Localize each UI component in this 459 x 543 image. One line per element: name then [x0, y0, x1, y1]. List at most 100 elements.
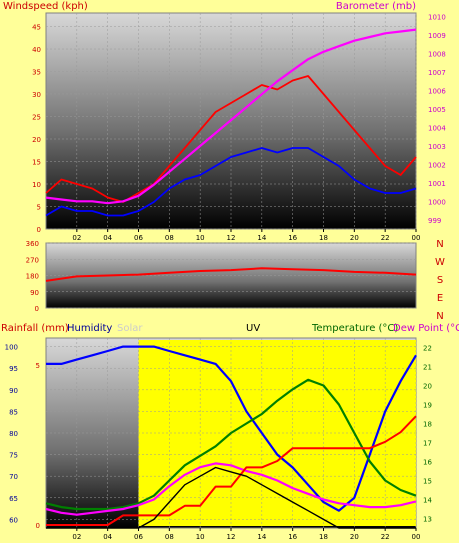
barometer-y-label: 1002	[428, 161, 446, 169]
temperature-y-label: 17	[423, 440, 432, 448]
climate-x-ticks: 02 04 06 08 10 12 14 16 18 20 22 00	[72, 528, 420, 541]
wind-y-label: 0	[37, 226, 41, 234]
dewpoint-line	[45, 462, 417, 516]
uv-line	[46, 466, 416, 529]
x-tick-label: 00	[412, 234, 421, 242]
x-tick-label: 04	[103, 533, 112, 541]
compass-label: E	[437, 293, 443, 304]
x-tick-label: 18	[319, 234, 328, 242]
temperature-y-label: 16	[423, 459, 432, 467]
compass-label: N	[436, 311, 443, 322]
humidity-y-label: 95	[9, 365, 18, 373]
humidity-y-label: 60	[9, 516, 18, 524]
wind-y-label: 45	[32, 24, 41, 32]
barometer-y-label: 1003	[428, 143, 446, 151]
barometer-y-label: 1007	[428, 69, 446, 77]
x-tick-label: 06	[134, 234, 143, 242]
wind-y-label: 10	[32, 181, 41, 189]
x-tick-label: 06	[134, 533, 143, 541]
compass-label: N	[436, 239, 443, 250]
barometer-y-label: 1008	[428, 51, 446, 59]
humidity-y-label: 65	[9, 495, 18, 503]
humidity-y-label: 70	[9, 473, 18, 481]
wind-y-label: 40	[32, 46, 41, 54]
wind-series	[45, 28, 417, 217]
direction-y-ticks: 0 90 180 270 360	[26, 240, 39, 313]
direction-line	[45, 267, 417, 282]
x-tick-label: 14	[257, 234, 266, 242]
windspeed-axis-label: Windspeed (kph)	[3, 1, 88, 12]
x-tick-label: 04	[103, 234, 112, 242]
humidity-y-ticks: 60 65 70 75 80 85 90 95 100	[5, 344, 18, 525]
x-tick-label: 14	[257, 533, 266, 541]
temperature-y-label: 22	[423, 345, 432, 353]
humidity-y-label: 100	[5, 344, 18, 352]
temperature-y-label: 13	[423, 516, 432, 524]
humidity-line	[46, 345, 417, 512]
wind-y-label: 35	[32, 69, 41, 77]
barometer-y-label: 1004	[428, 124, 446, 132]
direction-y-label: 180	[26, 273, 39, 281]
wind-y-label: 25	[32, 114, 41, 122]
wind-x-ticks: 02 04 06 08 10 12 14 16 18 20 22 00	[72, 229, 420, 242]
x-tick-label: 22	[381, 234, 390, 242]
direction-y-label: 360	[26, 240, 39, 248]
temperature-y-label: 14	[423, 497, 432, 505]
wind-y-label: 20	[32, 136, 41, 144]
x-tick-label: 20	[350, 234, 359, 242]
rain-y-ticks: 05	[36, 362, 40, 530]
barometer-axis-label: Barometer (mb)	[336, 1, 416, 12]
barometer-y-label: 1010	[428, 14, 446, 22]
x-tick-label: 08	[165, 234, 174, 242]
x-tick-label: 00	[412, 533, 421, 541]
temperature-y-label: 20	[423, 383, 432, 391]
solar-axis-label: Solar	[117, 323, 143, 334]
humidity-y-label: 85	[9, 408, 18, 416]
temperature-y-label: 21	[423, 364, 432, 372]
humidity-y-label: 90	[9, 387, 18, 395]
x-tick-label: 10	[196, 533, 205, 541]
rain-y-label: 0	[36, 522, 40, 530]
compass-label: W	[435, 257, 445, 268]
x-tick-label: 20	[350, 533, 359, 541]
humidity-axis-label: Humidity	[67, 323, 112, 334]
x-tick-label: 10	[196, 234, 205, 242]
x-tick-label: 12	[227, 234, 236, 242]
x-tick-label: 12	[227, 533, 236, 541]
rain-line	[46, 415, 417, 526]
direction-y-label: 270	[26, 256, 39, 264]
solar-fill	[138, 340, 416, 526]
direction-y-label: 0	[35, 305, 39, 313]
compass-label: S	[437, 275, 443, 286]
solar-band	[138, 340, 416, 526]
barometer-y-label: 1005	[428, 106, 446, 114]
x-tick-label: 02	[72, 533, 81, 541]
wind-y-label: 30	[32, 91, 41, 99]
barometer-y-label: 999	[428, 217, 441, 225]
temperature-y-label: 15	[423, 478, 432, 486]
x-tick-label: 02	[72, 234, 81, 242]
x-tick-label: 18	[319, 533, 328, 541]
temperature-axis-label: Temperature (°C)	[311, 323, 398, 334]
direction-series	[45, 267, 417, 282]
dewpoint-axis-label: Dew Point (°C)	[393, 323, 459, 334]
temperature-y-label: 18	[423, 421, 432, 429]
gust-line	[45, 75, 417, 203]
barometer-y-label: 1000	[428, 198, 446, 206]
avg-line	[45, 147, 417, 217]
x-tick-label: 16	[288, 234, 297, 242]
temperature-y-ticks: 13 14 15 16 17 18 19 20 21 22	[423, 345, 432, 524]
pressure-line	[45, 28, 417, 205]
wind-y-label: 5	[37, 204, 41, 212]
barometer-y-label: 1006	[428, 88, 446, 96]
direction-y-label: 90	[30, 289, 39, 297]
uv-axis-label: UV	[246, 323, 260, 334]
rain-y-label: 5	[36, 362, 40, 370]
barometer-y-label: 1009	[428, 32, 446, 40]
x-tick-label: 22	[381, 533, 390, 541]
wind-y-label: 15	[32, 159, 41, 167]
humidity-y-label: 80	[9, 430, 18, 438]
wind-y-ticks: 0 5 10 15 20 25 30 35 40 45	[32, 24, 41, 235]
